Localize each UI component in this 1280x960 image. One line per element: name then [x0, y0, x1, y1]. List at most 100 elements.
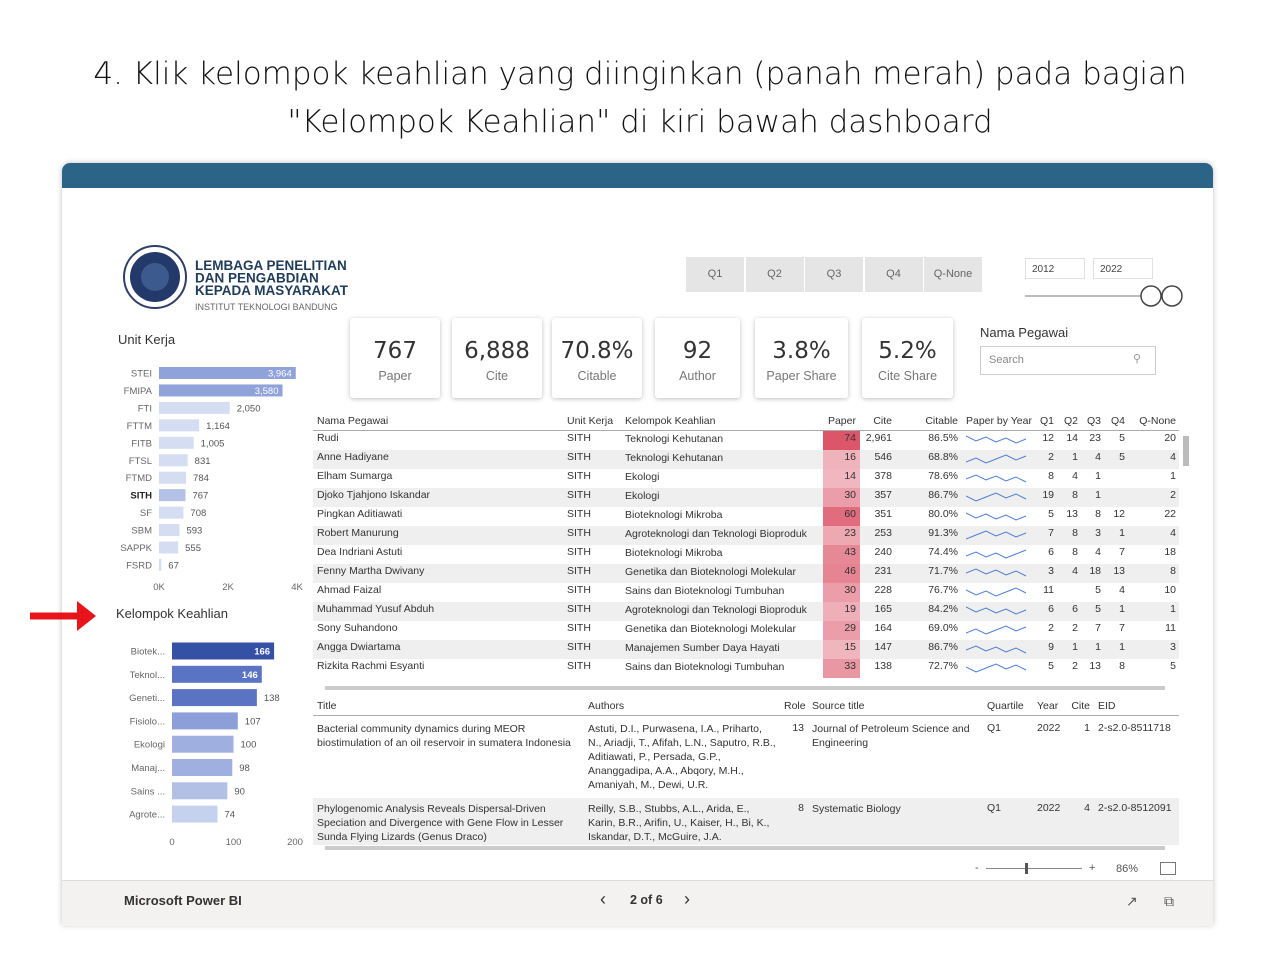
column-header[interactable]: Cite	[860, 414, 896, 431]
y-tick-label[interactable]: SBM	[131, 526, 152, 537]
search-box[interactable]: Search ⚲	[980, 346, 1156, 375]
y-tick-label[interactable]: Teknol...	[130, 670, 165, 681]
y-tick-label[interactable]: Geneti...	[129, 693, 165, 704]
table-row[interactable]: Anne Hadiyane SITH Teknologi Kehutanan 16 54…	[313, 450, 1179, 469]
column-header[interactable]: Authors	[584, 699, 780, 716]
column-header[interactable]: Role	[780, 699, 808, 716]
column-header[interactable]: Source title	[808, 699, 983, 716]
bar[interactable]	[172, 782, 228, 800]
table-row[interactable]: Muhammad Yusuf Abduh SITH Agroteknologi da…	[313, 602, 1179, 621]
bar[interactable]	[172, 642, 275, 660]
column-header[interactable]: Citable	[896, 414, 962, 431]
next-page[interactable]: ›	[684, 889, 690, 909]
y-tick-label[interactable]: STEI	[131, 369, 152, 380]
bar[interactable]	[159, 506, 184, 519]
kpi-value: 5.2%	[878, 338, 937, 364]
column-header[interactable]: Kelompok Keahlian	[621, 414, 823, 431]
bar[interactable]	[159, 419, 200, 432]
bar[interactable]	[172, 759, 233, 776]
bar[interactable]	[172, 712, 238, 730]
y-tick-label[interactable]: Agrote...	[129, 810, 165, 821]
y-tick-label[interactable]: Manaj...	[131, 763, 165, 774]
year-input[interactable]: 2022	[1093, 258, 1153, 279]
column-header[interactable]: Quartile	[983, 699, 1033, 716]
zoom-thumb[interactable]	[1025, 863, 1028, 874]
table-row[interactable]: Ahmad Faizal SITH Sains dan Bioteknologi T…	[313, 583, 1179, 602]
table-row[interactable]: Pingkan Aditiawati SITH Bioteknologi Mikro…	[313, 507, 1179, 526]
y-tick-label[interactable]: SITH	[130, 491, 152, 502]
table-row[interactable]: Fenny Martha Dwivany SITH Genetika dan Bio…	[313, 564, 1179, 583]
table-row[interactable]: Sony Suhandono SITH Genetika dan Bioteknol…	[313, 621, 1179, 640]
year-input[interactable]: 2012	[1025, 258, 1085, 279]
bar[interactable]	[172, 689, 257, 707]
bar[interactable]	[159, 558, 162, 571]
bar[interactable]	[159, 436, 194, 449]
column-header[interactable]: Q1	[1034, 414, 1058, 431]
bar[interactable]	[159, 541, 179, 554]
zoom-slider[interactable]	[986, 868, 1082, 869]
y-tick-label[interactable]: FSRD	[126, 560, 152, 571]
zoom-minus[interactable]: -	[975, 862, 979, 874]
zoom-plus[interactable]: +	[1089, 862, 1096, 874]
bar[interactable]	[159, 401, 230, 414]
y-tick-label[interactable]: Sains ...	[131, 786, 165, 797]
y-tick-label[interactable]: Biotek...	[131, 647, 165, 658]
column-header[interactable]: Q3	[1082, 414, 1105, 431]
bar[interactable]	[159, 454, 188, 467]
kpi-label: Cite	[485, 369, 509, 383]
bar[interactable]	[159, 489, 186, 502]
table-row[interactable]: Dea Indriani Astuti SITH Bioteknologi Mikr…	[313, 545, 1179, 564]
quarter-button[interactable]: Q3	[805, 257, 863, 292]
table-row[interactable]: Angga Dwiartama SITH Manajemen Sumber Daya…	[313, 640, 1179, 659]
table-row[interactable]: Djoko Tjahjono Iskandar SITH Ekologi 30 357 8…	[313, 488, 1179, 507]
prev-page[interactable]: ‹	[600, 889, 606, 909]
y-tick-label[interactable]: FTI	[138, 403, 152, 414]
column-header[interactable]: Q-None	[1129, 414, 1179, 431]
quarter-button[interactable]: Q-None	[924, 257, 982, 292]
year-slider-start[interactable]	[1140, 285, 1162, 307]
y-tick-label[interactable]: FTMD	[126, 473, 153, 484]
column-header[interactable]: Cite	[1066, 699, 1094, 716]
bar[interactable]	[172, 735, 234, 753]
table-row[interactable]: Rudi SITH Teknologi Kehutanan 74 2,961 86.5% 1…	[313, 430, 1179, 450]
pub-hscrollbar[interactable]	[325, 846, 1165, 850]
share-icon[interactable]: ↗	[1126, 893, 1138, 909]
fit-page-icon[interactable]	[1160, 862, 1176, 875]
column-header[interactable]: Title	[313, 699, 584, 716]
column-header[interactable]: Year	[1033, 699, 1066, 716]
table-row[interactable]: Robert Manurung SITH Agroteknologi dan Tek…	[313, 526, 1179, 545]
y-tick-label[interactable]: SF	[140, 508, 152, 519]
y-tick-label[interactable]: FITB	[131, 438, 152, 449]
table-hscrollbar[interactable]	[325, 686, 1165, 690]
column-header[interactable]: EID	[1094, 699, 1179, 716]
bar[interactable]	[159, 384, 283, 397]
y-tick-label[interactable]: Fisiolo...	[130, 716, 165, 727]
bar[interactable]	[172, 665, 262, 683]
bar[interactable]	[172, 805, 218, 823]
table-row[interactable]: Bacterial community dynamics during MEOR…	[313, 716, 1179, 799]
table-row[interactable]: Rizkita Rachmi Esyanti SITH Sains dan Biot…	[313, 659, 1179, 678]
y-tick-label[interactable]: FTTM	[127, 421, 152, 432]
bar[interactable]	[159, 471, 187, 484]
column-header[interactable]: Paper by Year	[962, 414, 1034, 431]
y-tick-label[interactable]: FMIPA	[124, 386, 153, 397]
column-header[interactable]: Q2	[1058, 414, 1082, 431]
quarter-button[interactable]: Q1	[686, 257, 744, 292]
bar[interactable]	[159, 524, 180, 537]
y-tick-label[interactable]: SAPPK	[120, 543, 152, 554]
column-header[interactable]: Paper	[823, 414, 860, 431]
table-row[interactable]: Elham Sumarga SITH Ekologi 14 378 78.6% 8 4 1 1	[313, 469, 1179, 488]
value-label: 708	[190, 508, 206, 519]
year-slider-end[interactable]	[1161, 285, 1183, 307]
y-tick-label[interactable]: Ekologi	[134, 740, 165, 751]
column-header[interactable]: Unit Kerja	[563, 414, 621, 431]
quarter-button[interactable]: Q2	[745, 257, 804, 292]
column-header[interactable]: Nama Pegawai	[313, 414, 563, 431]
table-row[interactable]: Phylogenomic Analysis Reveals Dispersal-…	[313, 798, 1179, 845]
column-header[interactable]: Q4	[1105, 414, 1129, 431]
quarter-button[interactable]: Q4	[864, 257, 923, 292]
fullscreen-icon[interactable]: ⧉	[1164, 893, 1174, 909]
bar[interactable]	[159, 367, 296, 379]
y-tick-label[interactable]: FTSL	[129, 456, 152, 467]
table-scrollbar[interactable]	[1183, 436, 1189, 466]
